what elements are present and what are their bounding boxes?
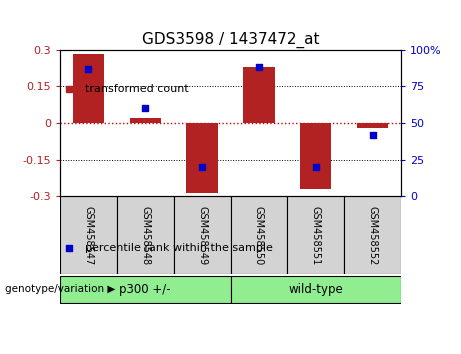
Text: transformed count: transformed count <box>85 84 189 93</box>
Title: GDS3598 / 1437472_at: GDS3598 / 1437472_at <box>142 32 319 48</box>
Bar <box>243 67 275 123</box>
Text: GSM458548: GSM458548 <box>140 206 150 265</box>
Text: GSM458552: GSM458552 <box>367 206 378 265</box>
Point <box>142 105 149 111</box>
Point <box>65 336 73 342</box>
Text: p300 +/-: p300 +/- <box>119 283 171 296</box>
Bar <box>73 55 104 123</box>
Bar <box>344 196 401 274</box>
Text: GSM458549: GSM458549 <box>197 206 207 265</box>
Point <box>255 64 263 70</box>
Bar <box>230 276 401 303</box>
Bar <box>117 196 174 274</box>
Bar <box>230 196 287 274</box>
Point <box>312 164 319 170</box>
Bar <box>186 123 218 193</box>
Bar <box>174 196 230 274</box>
Text: genotype/variation ▶: genotype/variation ▶ <box>5 284 115 295</box>
Bar <box>130 118 161 123</box>
Bar <box>60 276 230 303</box>
Bar <box>60 196 117 274</box>
Text: GSM458550: GSM458550 <box>254 206 264 265</box>
Bar <box>357 123 388 128</box>
Point <box>198 164 206 170</box>
Point <box>65 314 73 320</box>
Text: percentile rank within the sample: percentile rank within the sample <box>85 243 273 253</box>
Point <box>369 132 376 138</box>
Point <box>85 66 92 72</box>
Bar <box>300 123 331 189</box>
Text: GSM458547: GSM458547 <box>83 206 94 265</box>
Text: GSM458551: GSM458551 <box>311 206 321 265</box>
Text: wild-type: wild-type <box>289 283 343 296</box>
Bar <box>287 196 344 274</box>
